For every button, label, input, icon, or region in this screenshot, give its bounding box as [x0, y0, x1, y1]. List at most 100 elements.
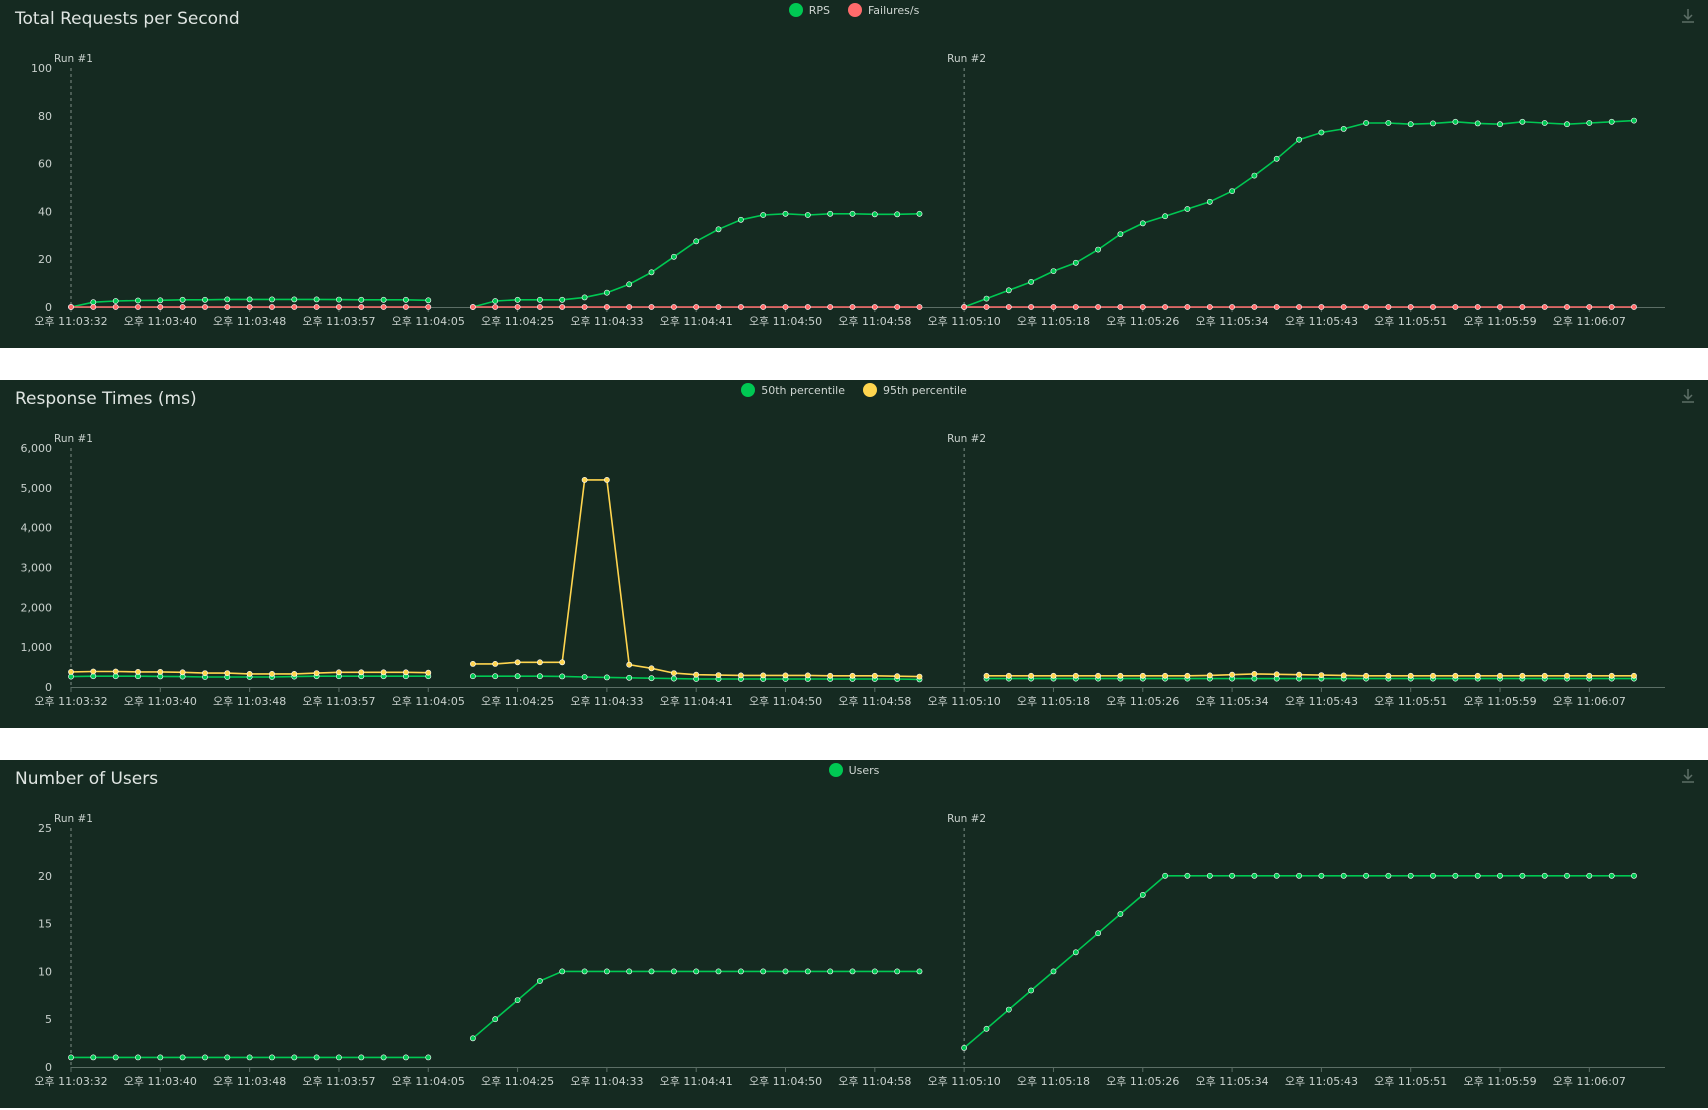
data-point: [782, 672, 789, 679]
data-point: [157, 304, 164, 310]
y-tick-label: 5: [45, 1013, 52, 1026]
run-marker-label: Run #2: [947, 813, 986, 825]
data-point: [693, 671, 700, 678]
data-point: [626, 674, 633, 681]
data-point: [1206, 672, 1213, 679]
data-point: [380, 304, 387, 310]
x-tick-label: 오후 11:06:07: [1553, 315, 1626, 328]
data-point: [1564, 121, 1570, 128]
data-point: [827, 210, 834, 217]
y-tick-label: 80: [38, 110, 52, 123]
data-point: [514, 296, 521, 303]
data-point: [983, 295, 990, 302]
data-point: [604, 289, 610, 296]
x-tick-label: 오후 11:05:34: [1196, 695, 1269, 708]
data-point: [90, 1054, 97, 1061]
x-tick-label: 오후 11:06:07: [1553, 695, 1626, 708]
y-tick-label: 2,000: [21, 601, 53, 614]
data-point: [581, 968, 588, 975]
data-point: [514, 659, 521, 666]
data-point: [559, 304, 566, 310]
data-point: [313, 1054, 320, 1061]
data-point: [246, 1054, 253, 1061]
data-point: [335, 296, 342, 303]
legend-item-p95[interactable]: 95th percentile: [863, 383, 967, 397]
data-point: [537, 296, 543, 303]
data-point: [804, 304, 811, 310]
y-tick-label: 10: [38, 965, 52, 978]
x-tick-label: 오후 11:03:40: [124, 1075, 197, 1088]
data-point: [135, 668, 141, 675]
data-point: [492, 298, 499, 304]
data-point: [1184, 304, 1191, 310]
data-point: [1474, 120, 1481, 127]
x-tick-label: 오후 11:04:25: [481, 315, 554, 328]
run-marker-label: Run #1: [54, 433, 93, 445]
download-icon[interactable]: [1678, 766, 1698, 786]
y-tick-label: 1,000: [21, 641, 53, 654]
data-point: [380, 296, 387, 303]
x-tick-label: 오후 11:05:59: [1463, 315, 1536, 328]
data-point: [1452, 672, 1459, 679]
x-tick-label: 오후 11:05:10: [928, 315, 1001, 328]
data-point: [1340, 872, 1347, 879]
legend-dot: [828, 763, 843, 777]
data-point: [559, 673, 566, 680]
y-tick-label: 5,000: [21, 482, 53, 495]
legend-item-failures[interactable]: Failures/s: [847, 3, 919, 17]
data-point: [1072, 949, 1079, 956]
data-point: [1206, 872, 1213, 879]
data-point: [492, 1016, 499, 1023]
data-point: [1363, 120, 1369, 126]
data-point: [224, 304, 231, 310]
data-point: [313, 296, 320, 303]
data-point: [514, 304, 521, 310]
x-tick-label: 오후 11:03:48: [213, 315, 286, 328]
data-point: [1363, 872, 1369, 879]
data-point: [1229, 872, 1235, 879]
x-tick-label: 오후 11:04:33: [570, 695, 643, 708]
data-point: [983, 304, 990, 310]
data-point: [402, 296, 409, 303]
data-point: [358, 669, 365, 676]
data-point: [626, 304, 633, 310]
data-point: [1050, 304, 1057, 310]
data-point: [135, 297, 141, 304]
download-icon[interactable]: [1678, 6, 1698, 26]
x-tick-label: 오후 11:06:07: [1553, 1075, 1626, 1088]
data-point: [1095, 672, 1101, 679]
y-tick-label: 4,000: [21, 522, 53, 535]
x-tick-label: 오후 11:05:51: [1374, 695, 1447, 708]
run-marker-label: Run #2: [947, 433, 986, 445]
data-point: [90, 668, 97, 675]
data-point: [916, 304, 923, 310]
data-point: [804, 672, 811, 679]
users-chart-panel: Number of Users Users 0 5 10 15 20 25 오후 11:03…: [0, 760, 1708, 1108]
series-line: [963, 875, 1634, 1049]
data-point: [335, 1054, 342, 1061]
x-tick-label: 오후 11:03:40: [124, 315, 197, 328]
legend-item-users[interactable]: Users: [828, 763, 879, 777]
data-point: [1005, 304, 1012, 310]
data-point: [1407, 121, 1414, 128]
data-point: [871, 211, 878, 218]
data-point: [1564, 304, 1570, 310]
legend-item-p50[interactable]: 50th percentile: [741, 383, 845, 397]
data-point: [402, 1054, 409, 1061]
data-point: [715, 304, 722, 310]
download-icon[interactable]: [1678, 386, 1698, 406]
x-tick-label: 오후 11:03:32: [34, 695, 107, 708]
legend-item-rps[interactable]: RPS: [788, 3, 830, 17]
data-point: [1474, 872, 1481, 879]
data-point: [1162, 304, 1168, 310]
data-point: [1028, 672, 1034, 679]
data-point: [469, 1035, 476, 1042]
data-point: [1184, 206, 1191, 212]
x-tick-label: 오후 11:05:10: [928, 1075, 1001, 1088]
y-tick-label: 20: [38, 253, 52, 266]
data-point: [112, 298, 119, 304]
x-tick-label: 오후 11:04:33: [570, 315, 643, 328]
data-point: [648, 665, 655, 672]
x-tick-label: 오후 11:04:50: [749, 315, 822, 328]
data-point: [1117, 911, 1124, 917]
